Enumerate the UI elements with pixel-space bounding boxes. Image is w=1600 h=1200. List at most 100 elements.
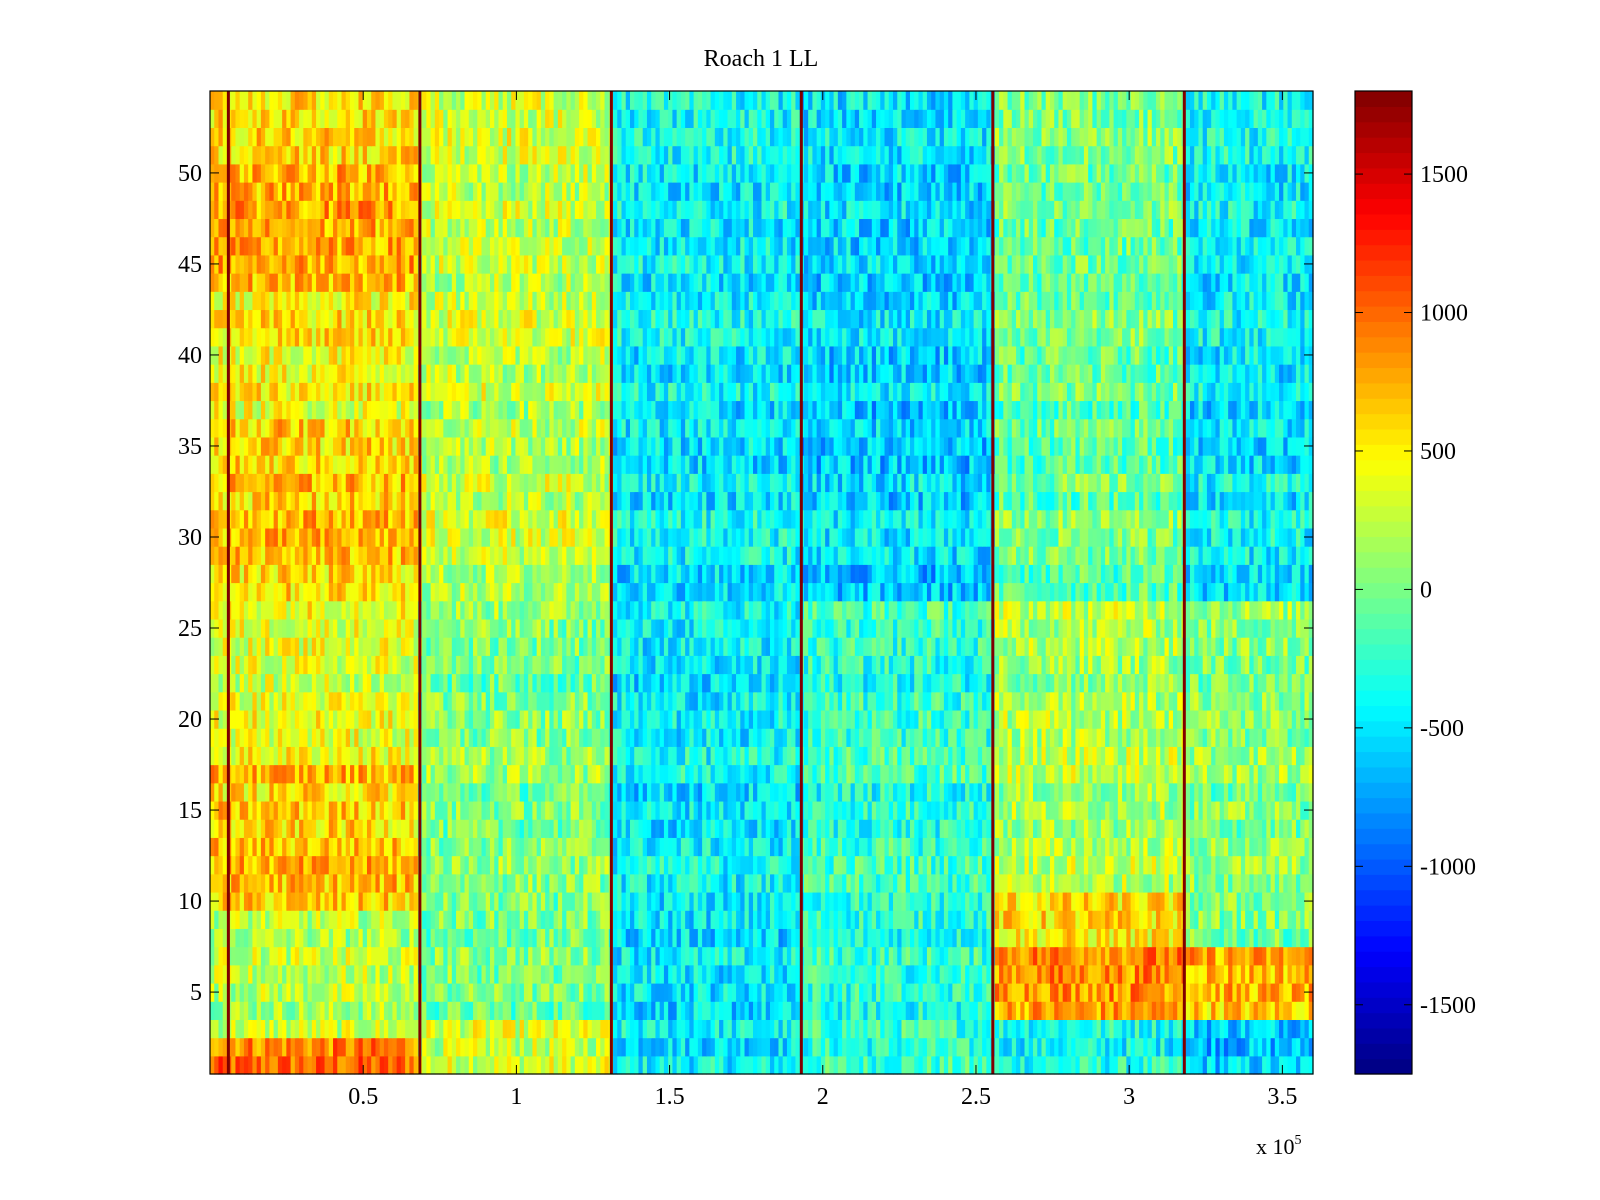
heatmap-cell	[400, 782, 406, 802]
heatmap-cell	[557, 728, 563, 747]
heatmap-cell	[1003, 982, 1009, 1002]
heatmap-cell	[867, 800, 873, 820]
heatmap-cell	[854, 764, 860, 784]
heatmap-cell	[948, 800, 953, 820]
heatmap-cell	[1049, 910, 1055, 929]
heatmap-cell	[303, 910, 309, 929]
heatmap-cell	[282, 837, 287, 857]
heatmap-cell	[871, 1037, 877, 1057]
heatmap-cell	[761, 910, 767, 929]
heatmap-cell	[977, 982, 983, 1002]
heatmap-cell	[672, 800, 678, 820]
heatmap-cell	[663, 1037, 669, 1057]
heatmap-cell	[269, 964, 275, 984]
heatmap-cell	[210, 946, 215, 966]
heatmap-cell	[706, 1001, 712, 1020]
heatmap-cell	[782, 891, 788, 911]
heatmap-cell	[341, 873, 347, 893]
heatmap-cell	[299, 764, 304, 784]
heatmap-cell	[341, 855, 347, 875]
heatmap-cell	[468, 782, 474, 802]
heatmap-cell	[269, 910, 275, 929]
heatmap-cell	[706, 764, 712, 784]
heatmap-cell	[405, 1001, 410, 1020]
heatmap-cell	[1189, 982, 1195, 1002]
heatmap-cell	[260, 873, 266, 893]
heatmap-cell	[1037, 728, 1043, 747]
heatmap-cell	[905, 964, 911, 984]
heatmap-cell	[324, 728, 330, 747]
heatmap-cell	[379, 728, 385, 747]
heatmap-cell	[1105, 746, 1110, 766]
heatmap-cell	[1245, 1037, 1250, 1057]
heatmap-cell	[1109, 1037, 1115, 1057]
heatmap-cell	[617, 873, 623, 893]
heatmap-cell	[1016, 728, 1021, 747]
heatmap-cell	[931, 1055, 937, 1075]
heatmap-cell	[596, 982, 601, 1002]
heatmap-cell	[1143, 819, 1149, 838]
heatmap-cell	[922, 928, 928, 948]
heatmap-cell	[239, 782, 245, 802]
heatmap-cell	[545, 819, 550, 838]
heatmap-cell	[1240, 800, 1246, 820]
heatmap-cell	[676, 946, 682, 966]
heatmap-cell	[1020, 800, 1026, 820]
heatmap-cell	[235, 764, 241, 784]
heatmap-cell	[1045, 891, 1051, 911]
heatmap-cell	[1270, 1037, 1276, 1057]
heatmap-cell	[604, 800, 610, 820]
heatmap-cell	[430, 819, 436, 838]
heatmap-cell	[710, 764, 716, 784]
heatmap-cell	[320, 1037, 326, 1057]
heatmap-cell	[753, 1019, 758, 1039]
heatmap-cell	[375, 982, 381, 1002]
heatmap-cell	[379, 1055, 385, 1075]
heatmap-cell	[354, 1019, 360, 1039]
heatmap-cell	[1045, 782, 1051, 802]
heatmap-cell	[311, 964, 317, 984]
heatmap-cell	[918, 782, 924, 802]
heatmap-cell	[931, 782, 937, 802]
heatmap-cell	[405, 819, 410, 838]
heatmap-cell	[1283, 855, 1289, 875]
heatmap-cell	[854, 910, 860, 929]
heatmap-cell	[481, 1037, 487, 1057]
heatmap-cell	[1287, 728, 1293, 747]
heatmap-cell	[769, 764, 775, 784]
heatmap-cell	[1156, 782, 1161, 802]
heatmap-cell	[948, 764, 953, 784]
heatmap-cell	[489, 873, 495, 893]
heatmap-cell	[596, 1037, 601, 1057]
heatmap-cell	[1202, 1055, 1208, 1075]
heatmap-cell	[659, 964, 665, 984]
heatmap-cell	[269, 819, 275, 838]
heatmap-cell	[744, 873, 750, 893]
heatmap-cell	[1062, 1019, 1068, 1039]
heatmap-cell	[473, 1055, 478, 1075]
heatmap-cell	[854, 1019, 860, 1039]
heatmap-cell	[269, 1037, 275, 1057]
heatmap-cell	[358, 964, 364, 984]
heatmap-cell	[825, 1055, 830, 1075]
heatmap-cell	[719, 910, 724, 929]
heatmap-cell	[846, 891, 852, 911]
heatmap-cell	[1007, 746, 1013, 766]
heatmap-cell	[659, 891, 665, 911]
heatmap-cell	[1041, 1037, 1047, 1057]
heatmap-cell	[693, 746, 699, 766]
heatmap-cell	[260, 946, 266, 966]
heatmap-cell	[388, 709, 394, 729]
heatmap-cell	[888, 837, 894, 857]
heatmap-cell	[235, 964, 241, 984]
heatmap-cell	[222, 1019, 228, 1039]
heatmap-cell	[956, 782, 962, 802]
heatmap-cell	[642, 764, 648, 784]
heatmap-cell	[1274, 964, 1280, 984]
heatmap-cell	[1134, 746, 1140, 766]
heatmap-cell	[591, 746, 597, 766]
heatmap-cell	[1083, 800, 1089, 820]
heatmap-cell	[566, 819, 572, 838]
heatmap-cell	[744, 746, 750, 766]
heatmap-cell	[1249, 928, 1255, 948]
